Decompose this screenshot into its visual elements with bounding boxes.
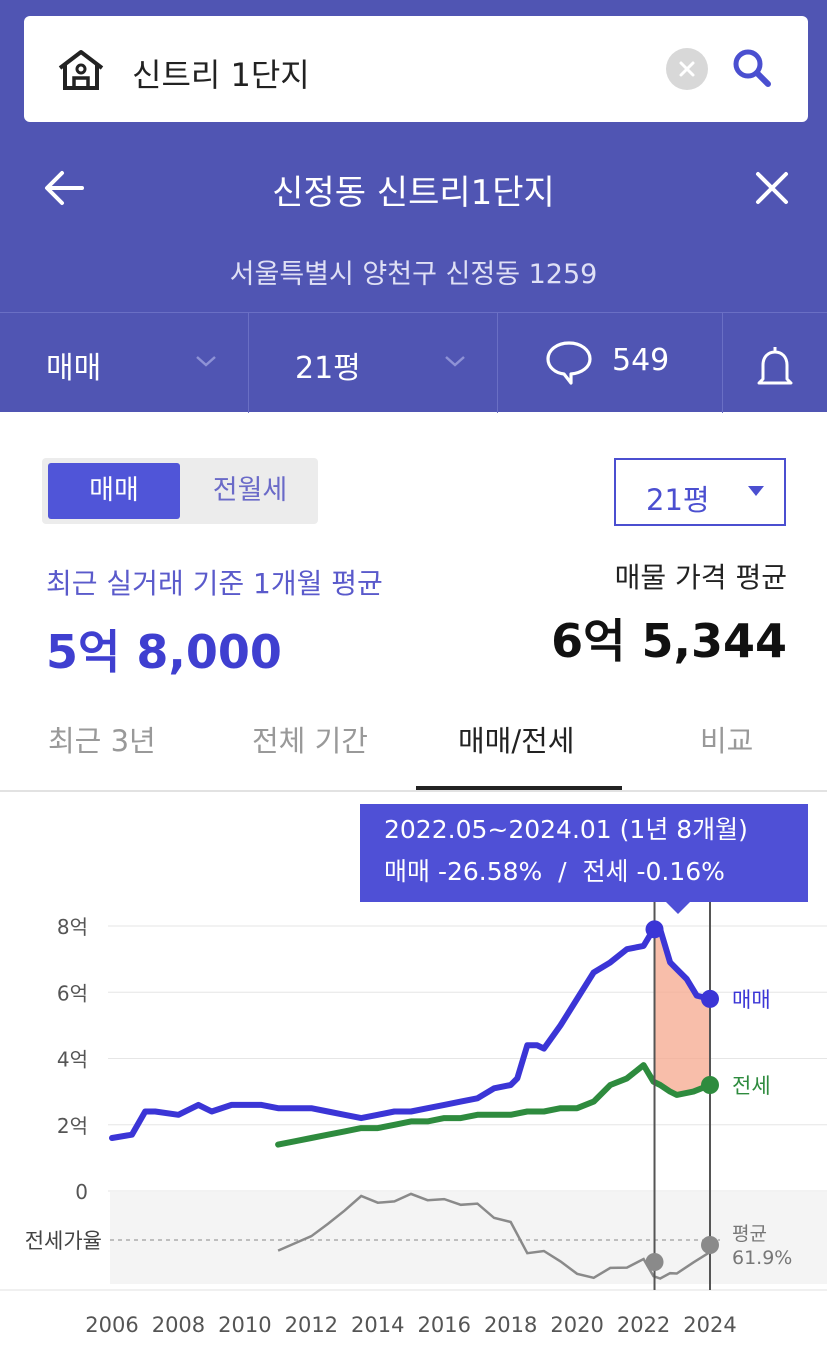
x-tick-label: 2012 (285, 1313, 338, 1337)
tab-all-period[interactable]: 전체 기간 (252, 724, 368, 758)
x-tick-label: 2022 (617, 1313, 670, 1337)
search-input[interactable]: 신트리 1단지 (132, 56, 310, 94)
ratio-start-point (645, 1253, 664, 1271)
tooltip-change: 매매 -26.58% / 전세 -0.16% (384, 857, 725, 886)
tooltip-range: 2022.05~2024.01 (1년 8개월) (384, 815, 748, 844)
x-tick-label: 2008 (152, 1313, 205, 1337)
close-button[interactable] (748, 164, 796, 212)
size-dropdown[interactable]: 21평 (249, 313, 497, 413)
size-select-value: 21평 (646, 483, 710, 517)
search-button[interactable] (728, 44, 776, 92)
jeonse-end-point (701, 1076, 719, 1094)
x-tick-label: 2018 (484, 1313, 537, 1337)
ratio-axis-label: 전세가율 (25, 1229, 102, 1253)
search-icon (733, 49, 771, 87)
range-tooltip: 2022.05~2024.01 (1년 8개월) 매매 -26.58% / 전세… (360, 804, 808, 914)
ratio-line (277, 1192, 711, 1280)
y-tick-label: 4억 (57, 1048, 88, 1072)
y-tick-label: 2억 (57, 1114, 88, 1138)
alert-button[interactable] (723, 313, 827, 413)
back-button[interactable] (40, 164, 88, 212)
tab-recent-3y[interactable]: 최근 3년 (48, 724, 156, 758)
x-tick-label: 2014 (351, 1313, 404, 1337)
clear-search-button[interactable] (666, 48, 708, 90)
apartment-icon (56, 48, 106, 92)
y-tick-label: 6억 (57, 981, 88, 1005)
search-box[interactable]: 신트리 1단지 (24, 16, 808, 122)
tab-compare[interactable]: 비교 (700, 724, 754, 758)
y-tick-label: 0 (75, 1180, 88, 1204)
ratio-panel-bg (110, 1192, 827, 1284)
bell-icon (757, 347, 793, 385)
highlight-area (654, 929, 710, 1095)
x-tick-label: 2024 (683, 1313, 736, 1337)
ratio-average-value: 61.9% (732, 1247, 792, 1269)
x-tick-label: 2016 (417, 1313, 470, 1337)
chevron-down-icon (196, 356, 216, 367)
tab-sale-jeonse[interactable]: 매매/전세 (458, 724, 575, 758)
caret-down-icon (748, 486, 764, 496)
filter-bar: 매매 21평 549 (0, 312, 827, 413)
recent-price-label: 최근 실거래 기준 1개월 평균 (46, 567, 383, 600)
series-line-jeonse (275, 1062, 713, 1148)
comments-button[interactable]: 549 (498, 313, 722, 413)
chevron-down-icon (445, 356, 465, 367)
top-bar: 신트리 1단지 신정동 신트리1단지 서울특별시 양천구 신정동 1259 매매 (0, 0, 827, 413)
apartment-address: 서울특별시 양천구 신정동 1259 (229, 259, 598, 290)
page-title: 신정동 신트리1단지 (272, 173, 555, 213)
size-label: 21평 (295, 351, 361, 386)
sale-series-label: 매매 (732, 988, 771, 1012)
trade-type-dropdown[interactable]: 매매 (0, 313, 248, 413)
arrow-left-icon (45, 171, 84, 205)
price-chart[interactable]: 8억 6억 4억 2억 0 2006 2008 2010 2012 2014 2016 2018 202… (0, 792, 827, 1353)
listing-price-label: 매물 가격 평균 (614, 561, 787, 594)
active-tab-indicator (416, 786, 622, 790)
y-tick-label: 8억 (57, 915, 88, 939)
sale-end-point (701, 989, 719, 1008)
listing-price-value: 6억 5,344 (551, 614, 787, 668)
jeonse-series-label: 전세 (732, 1074, 771, 1098)
toggle-sale[interactable]: 매매 (48, 463, 180, 519)
toggle-rent[interactable]: 전월세 (212, 475, 288, 506)
x-tick-label: 2010 (218, 1313, 271, 1337)
period-tabs: 최근 3년 전체 기간 매매/전세 비교 (0, 700, 827, 792)
trade-toggle: 매매 전월세 (42, 458, 318, 524)
sale-start-point (645, 920, 664, 939)
close-icon (756, 172, 788, 204)
ratio-average-label: 평균 (732, 1223, 767, 1245)
close-icon (679, 61, 695, 77)
x-tick-label: 2020 (550, 1313, 603, 1337)
recent-price-value: 5억 8,000 (46, 625, 282, 679)
speech-bubble-icon (546, 341, 592, 385)
x-tick-label: 2006 (85, 1313, 138, 1337)
size-select[interactable]: 21평 (614, 458, 786, 526)
comment-count: 549 (612, 343, 670, 378)
ratio-end-point (701, 1236, 719, 1254)
trade-type-label: 매매 (46, 351, 102, 386)
series-line-sale (109, 926, 713, 1141)
